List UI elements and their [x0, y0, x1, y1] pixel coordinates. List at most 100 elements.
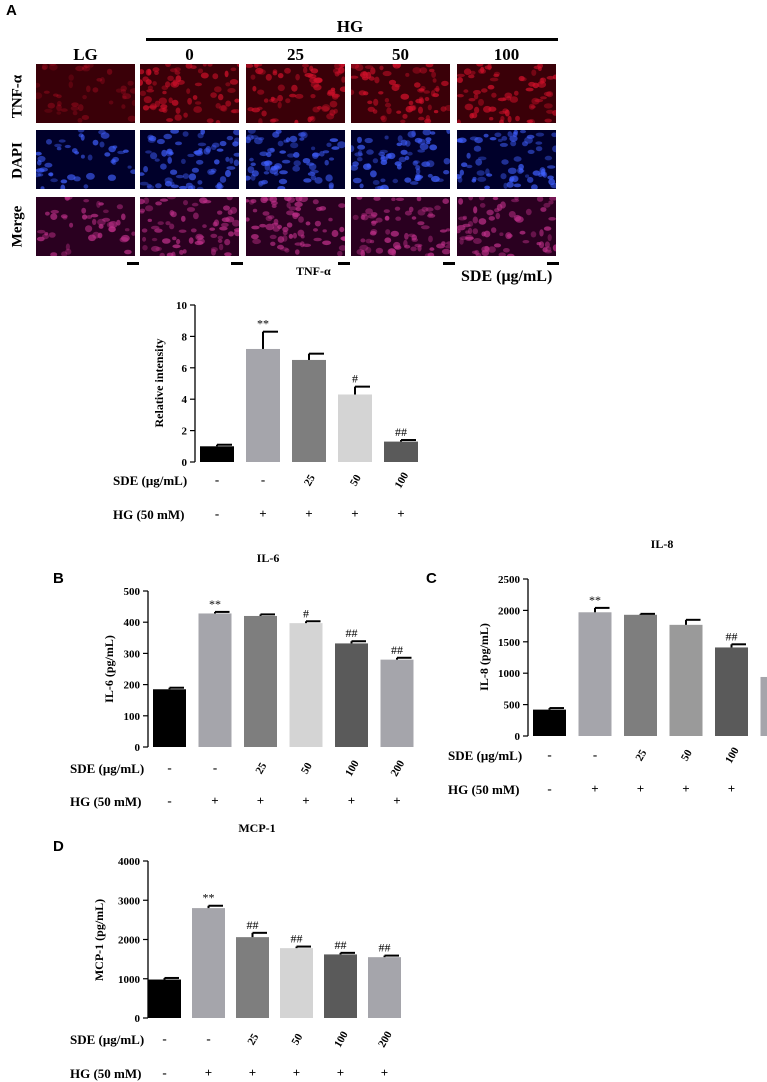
- hg-value: +: [302, 793, 309, 808]
- sde-row-label: SDE (μg/mL): [70, 761, 144, 776]
- bar: [244, 615, 277, 747]
- chart-title: IL-8: [651, 537, 674, 551]
- sde-value: 50: [299, 760, 315, 776]
- tnf-caption: TNF-α: [296, 264, 331, 278]
- y-tick-label: 2: [182, 426, 188, 438]
- bar: [624, 614, 657, 736]
- column-label-lg: LG: [73, 45, 98, 64]
- y-tick-label: 3000: [118, 895, 141, 907]
- hg-value: +: [257, 793, 264, 808]
- hg-value: +: [293, 1065, 300, 1080]
- column-label-25: 25: [287, 45, 304, 64]
- significance-label: **: [209, 597, 221, 611]
- hg-value: +: [205, 1065, 212, 1080]
- sde-value: 100: [332, 1029, 351, 1050]
- hg-value: +: [591, 781, 598, 796]
- y-axis-label: IL-6 (pg/mL): [102, 635, 116, 703]
- y-tick-label: 100: [124, 711, 141, 723]
- significance-label: ##: [726, 629, 738, 643]
- micrograph-tile: [140, 130, 239, 189]
- hg-value: +: [728, 781, 735, 796]
- scale-bar: [443, 262, 455, 265]
- micrograph-tile: [140, 197, 239, 256]
- sde-value: 50: [289, 1031, 305, 1047]
- bar: [292, 359, 326, 462]
- hg-header-line: [146, 38, 558, 41]
- hg-value: +: [397, 506, 404, 521]
- hg-header: HG: [336, 17, 364, 36]
- bar: [200, 446, 234, 462]
- y-tick-label: 4000: [118, 856, 141, 868]
- scale-bar: [338, 262, 350, 265]
- micrograph-tile: [351, 197, 450, 256]
- significance-label: **: [203, 891, 215, 905]
- panel-letter-a: A: [6, 2, 17, 19]
- bar: [324, 954, 357, 1018]
- sde-value: 50: [348, 472, 364, 488]
- sde-value: -: [213, 760, 217, 775]
- bar: [760, 676, 767, 736]
- y-tick-label: 400: [124, 617, 141, 629]
- y-tick-label: 10: [176, 300, 188, 312]
- micrograph-tile: [246, 64, 345, 123]
- column-label-0: 0: [185, 45, 194, 64]
- sde-value: 100: [723, 745, 742, 766]
- significance-label: **: [589, 593, 601, 607]
- micrograph-tile: [246, 130, 345, 189]
- micrograph-tile: [351, 64, 450, 123]
- significance-label: **: [257, 317, 269, 331]
- sde-value: 25: [302, 472, 318, 488]
- y-tick-label: 4: [182, 394, 188, 406]
- bar: [280, 948, 313, 1018]
- micrograph-tile: [457, 130, 556, 189]
- hg-value: +: [249, 1065, 256, 1080]
- sde-caption: SDE (μg/mL): [461, 268, 553, 285]
- y-tick-label: 0: [515, 731, 521, 743]
- micrograph-tile: [36, 197, 135, 256]
- bar: [384, 441, 418, 462]
- micrograph-tile: [457, 64, 556, 123]
- hg-value: -: [215, 506, 219, 521]
- sde-value: 25: [633, 747, 649, 763]
- y-tick-label: 500: [124, 586, 141, 598]
- hg-row-label: HG (50 mM): [448, 782, 519, 797]
- significance-label: ##: [247, 918, 259, 932]
- hg-row-label: HG (50 mM): [70, 1066, 141, 1081]
- column-label-50: 50: [392, 45, 409, 64]
- row-label-merge: Merge: [9, 205, 26, 248]
- sde-value: -: [547, 747, 551, 762]
- scale-bar: [231, 262, 243, 265]
- y-tick-label: 1000: [498, 668, 521, 680]
- bar: [236, 937, 269, 1018]
- y-axis-label: IL-8 (pg/mL): [477, 623, 491, 691]
- micrograph-tile: [351, 130, 450, 189]
- y-tick-label: 0: [182, 457, 188, 469]
- hg-row-label: HG (50 mM): [113, 507, 184, 522]
- y-tick-label: 2000: [498, 605, 521, 617]
- micrograph-tile: [36, 130, 135, 189]
- significance-label: #: [352, 372, 358, 386]
- bar: [380, 659, 414, 747]
- hg-value: +: [381, 1065, 388, 1080]
- sde-value: 50: [679, 747, 695, 763]
- hg-value: +: [348, 793, 355, 808]
- significance-label: ##: [346, 626, 358, 640]
- sde-value: 100: [343, 758, 362, 779]
- micrograph-tile: [246, 197, 345, 256]
- sde-value: 100: [393, 470, 412, 491]
- sde-value: -: [215, 472, 219, 487]
- y-tick-label: 1500: [498, 637, 521, 649]
- y-tick-label: 200: [124, 680, 141, 692]
- y-tick-label: 500: [504, 700, 521, 712]
- micrograph-tile: [140, 64, 239, 123]
- sde-value: 200: [376, 1029, 395, 1050]
- hg-value: -: [547, 781, 551, 796]
- bar: [289, 623, 323, 747]
- bar: [669, 624, 703, 736]
- significance-label: ##: [391, 643, 403, 657]
- hg-value: +: [682, 781, 689, 796]
- y-tick-label: 2500: [498, 574, 521, 586]
- sde-value: -: [167, 760, 171, 775]
- bar: [368, 957, 401, 1018]
- bar: [153, 689, 186, 747]
